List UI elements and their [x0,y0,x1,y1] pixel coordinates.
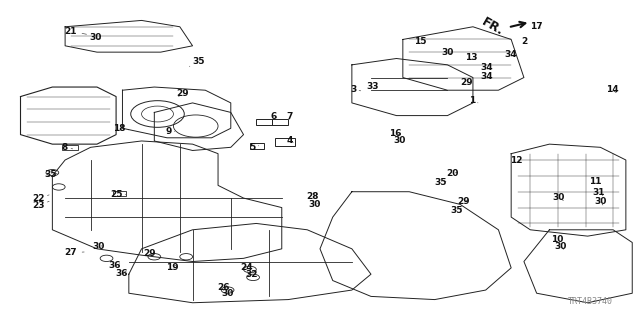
Text: 30: 30 [308,200,321,209]
Text: 35: 35 [189,57,205,67]
Text: 7: 7 [286,112,292,121]
Text: 24: 24 [241,263,253,272]
Bar [256,119,272,125]
Text: 13: 13 [465,53,478,62]
Text: 11: 11 [589,177,602,186]
Text: 34: 34 [481,63,493,72]
Bar [113,191,125,196]
Text: 21: 21 [64,27,86,36]
Text: 34: 34 [505,50,518,59]
Text: 29: 29 [457,197,470,206]
Text: 32: 32 [245,270,257,279]
Text: 29: 29 [177,89,189,98]
Text: 26: 26 [217,283,229,292]
Text: 30: 30 [90,33,102,42]
Bar [62,145,78,150]
Text: 35: 35 [435,178,447,187]
Text: 6: 6 [271,112,277,121]
Text: 30: 30 [221,289,234,298]
Text: 12: 12 [510,156,522,165]
Text: 17: 17 [531,22,543,31]
Text: 4: 4 [286,136,293,145]
Text: 34: 34 [481,72,493,81]
Text: 28: 28 [306,192,319,201]
Text: 8: 8 [62,143,73,152]
Text: 36: 36 [109,261,121,270]
Text: 10: 10 [551,236,563,244]
Text: 14: 14 [605,85,618,94]
Text: 30: 30 [553,193,565,202]
Text: 2: 2 [521,37,527,46]
Text: 25: 25 [110,190,125,199]
Bar [250,142,264,149]
Text: 30: 30 [92,242,104,251]
Text: 20: 20 [446,169,459,178]
Text: 29: 29 [143,249,156,258]
Text: 30: 30 [594,197,607,206]
Text: 15: 15 [415,37,427,46]
Text: 19: 19 [166,263,179,272]
Text: 30: 30 [555,242,567,251]
Text: 18: 18 [113,124,129,133]
Text: 35: 35 [451,206,463,215]
Text: 33: 33 [366,82,378,91]
Text: 16: 16 [389,130,401,139]
Text: 27: 27 [64,248,84,257]
Text: 22: 22 [32,194,49,203]
Text: 29: 29 [460,78,473,87]
Text: 35: 35 [45,170,58,179]
Text: 9: 9 [165,127,175,136]
Text: 23: 23 [32,201,49,211]
Text: 5: 5 [250,143,259,152]
Bar [275,138,294,146]
Text: 1: 1 [468,96,478,105]
Text: 30: 30 [441,48,454,57]
Text: 30: 30 [394,136,406,145]
Text: TRT4B3740: TRT4B3740 [568,297,613,306]
Text: 36: 36 [115,269,127,278]
Text: 31: 31 [593,188,605,197]
Bar [272,119,288,125]
Text: 3: 3 [350,85,361,94]
Text: FR.: FR. [479,15,506,38]
